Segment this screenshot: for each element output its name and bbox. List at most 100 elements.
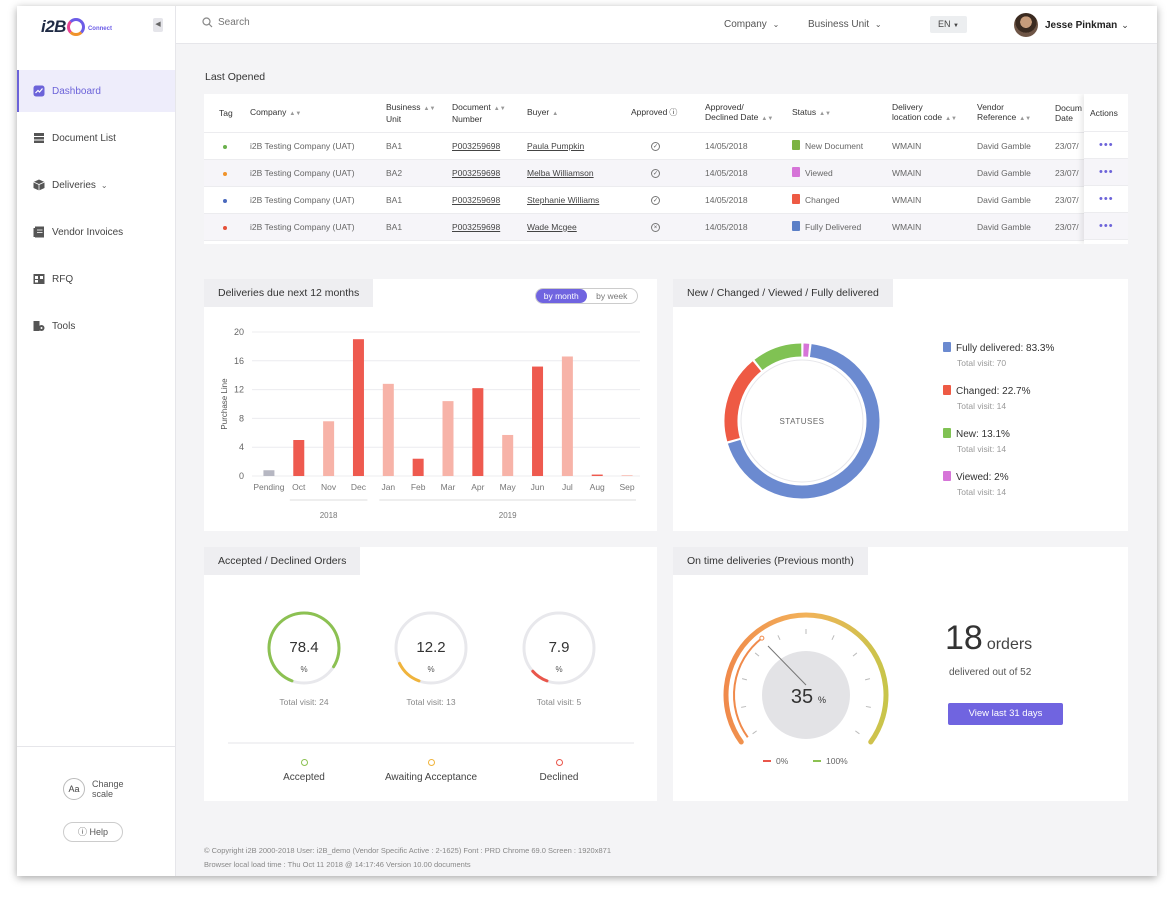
search-box[interactable] [202,17,418,28]
col-vendor-reference[interactable]: Vendor Reference ▲▼ [969,94,1047,133]
sidebar-item-document-list[interactable]: Document List [17,117,175,159]
orders-unit: orders [986,636,1033,653]
bar-jun[interactable] [532,366,544,476]
delivery-code-cell: WMAIN [884,132,969,160]
gauge-tick [754,652,760,657]
donut-slice[interactable] [724,361,762,442]
document-number-cell: P003259698 [444,186,519,214]
legend-item[interactable]: Fully delivered: 83.3% Total visit: 70 [943,342,1054,368]
row-actions-button[interactable]: ••• [1084,213,1128,240]
col-label: Company [250,106,287,117]
document-number-link[interactable]: P003259698 [452,140,501,151]
view-last-31-days-button[interactable]: View last 31 days [948,703,1063,725]
x-tick-label: Pending [253,482,284,492]
collapse-sidebar-button[interactable]: ◀ [153,18,163,32]
bar-feb[interactable] [412,458,424,476]
bar-sep[interactable] [621,475,633,476]
legend-item[interactable]: Viewed: 2% Total visit: 14 [943,471,1009,497]
bar-pending[interactable] [263,470,275,476]
invoice-icon [33,226,44,238]
bar-oct[interactable] [293,440,305,476]
status-cell: Fully Delivered [784,213,884,241]
y-tick-label: 16 [234,356,244,366]
document-list-icon [34,133,44,143]
legend-item[interactable]: New: 13.1% Total visit: 14 [943,428,1010,454]
document-number-link[interactable]: P003259698 [452,167,501,178]
donut-slice[interactable] [754,343,802,371]
sidebar-item-dashboard[interactable]: Dashboard [17,70,175,112]
col-label-line2: Number [452,113,483,124]
business-unit-dropdown[interactable]: Business Unit ⌄ [808,19,882,30]
kpi-value: 78.4 [289,639,318,656]
year-group-label: 2019 [499,511,517,520]
search-input[interactable] [218,17,418,28]
gauge-tick [852,652,858,657]
row-actions-button[interactable]: ••• [1084,159,1128,186]
company-dropdown[interactable]: Company ⌄ [724,19,779,30]
table-row[interactable]: i2B Testing Company (UAT) BA1 P003259698 Wa… [204,213,1128,241]
user-menu[interactable]: Jesse Pinkman ⌄ [1014,13,1129,37]
help-button[interactable]: ⓘ Help [63,822,123,842]
donut-center-label: STATUSES [779,417,824,426]
table-row[interactable]: i2B Testing Company (UAT) BA1 P003259698 St… [204,186,1128,214]
company-cell: i2B Testing Company (UAT) [242,132,378,160]
col-company[interactable]: Company ▲▼ [242,94,378,133]
kpi-visits: Total visit: 13 [406,697,456,707]
buyer-link[interactable]: Melba Williamson [527,167,594,178]
logo-subtitle: Connect [87,26,112,32]
approved-date-cell: 14/05/2018 [697,213,784,241]
bar-jan[interactable] [382,383,394,476]
col-delivery-code[interactable]: Delivery location code ▲▼ [884,94,969,133]
bar-dec[interactable] [352,339,364,476]
col-buyer[interactable]: Buyer ▲ [519,94,623,133]
bar-may[interactable] [502,434,514,476]
statuses-card: New / Changed / Viewed / Fully delivered… [673,279,1128,531]
language-selector[interactable]: EN ▼ [930,16,967,33]
logo[interactable]: i2B Connect [41,14,112,40]
row-actions-button[interactable]: ••• [1084,132,1128,159]
buyer-link[interactable]: Paula Pumpkin [527,140,585,151]
buyer-link[interactable]: Wade Mcgee [527,221,577,232]
approved-cell: ✓ [623,159,697,187]
gauge-marker [759,635,765,641]
legend-item[interactable]: Changed: 22.7% Total visit: 14 [943,385,1031,411]
change-scale-control[interactable]: Aa Change scale [63,778,124,800]
bar-apr[interactable] [472,388,484,476]
tag-dot-icon [223,171,227,176]
buyer-link[interactable]: Stephanie Williams [527,194,600,205]
toggle-by-week[interactable]: by week [596,291,628,301]
col-approved-date[interactable]: Approved/Declined Date ▲▼ [697,94,784,133]
col-business-unit[interactable]: Business ▲▼ Unit [378,94,444,133]
bar-aug[interactable] [591,474,603,476]
kpi-ring-progress [531,669,549,683]
gauge-tick [864,678,871,681]
gauge-unit: % [818,695,826,705]
sidebar-item-rfq[interactable]: RFQ [17,258,175,300]
company-cell: i2B Testing Company (UAT) [242,213,378,241]
toggle-by-month[interactable]: by month [536,289,587,303]
kpi-label: Declined [539,772,579,783]
col-label: Approved [631,107,668,118]
table-row[interactable]: i2B Testing Company (UAT) BA1 P003259698 Pa… [204,132,1128,160]
bar-mar[interactable] [442,401,454,476]
table-row[interactable]: i2B Testing Company (UAT) BA2 P003259698 Me… [204,159,1128,187]
document-number-link[interactable]: P003259698 [452,194,501,205]
col-approved[interactable]: Approved ⓘ [623,94,697,133]
sidebar-item-tools[interactable]: Tools [17,305,175,347]
sidebar-item-deliveries[interactable]: Deliveries ⌄ [17,164,175,206]
bar-jul[interactable] [561,356,573,476]
tag-cell [204,213,242,241]
col-label-line2: Reference [977,111,1017,122]
buyer-cell: Wade Mcgee [519,213,623,241]
status-document-icon [792,221,800,231]
donut-slice[interactable] [727,344,880,499]
document-number-link[interactable]: P003259698 [452,221,501,232]
row-actions-button[interactable]: ••• [1084,186,1128,213]
bar-nov[interactable] [323,421,335,476]
col-label: Document [452,101,491,112]
col-document-number[interactable]: Document ▲▼ Number [444,94,519,133]
font-scale-icon: Aa [63,778,85,800]
sidebar-item-vendor-invoices[interactable]: Vendor Invoices [17,211,175,253]
col-label-line2: Unit [386,113,402,124]
col-status[interactable]: Status ▲▼ [784,94,884,133]
